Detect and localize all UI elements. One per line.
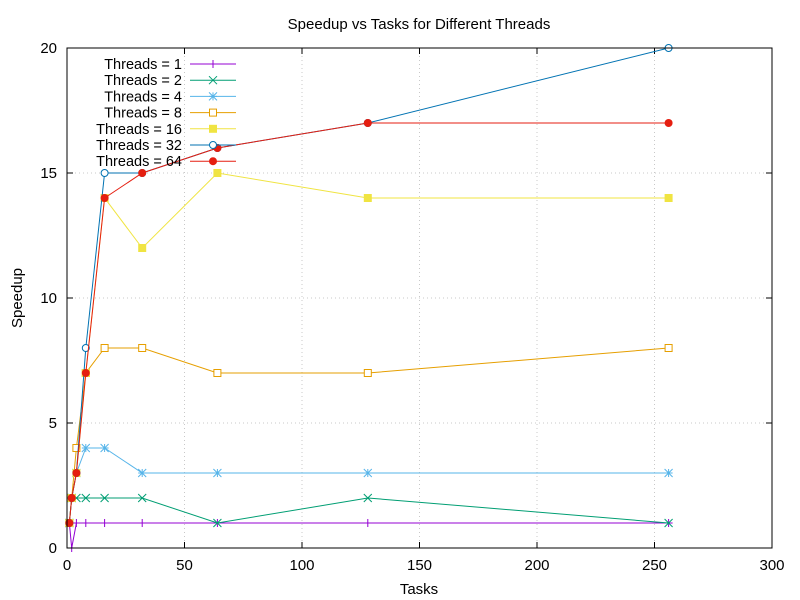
plot-series: [64, 44, 673, 552]
data-point: [363, 493, 373, 503]
data-point: [72, 519, 81, 527]
series-line: [68, 172, 669, 524]
legend-entry-3: Threads = 4: [104, 89, 236, 105]
axis-ticks: 0 50 100 150 200 250 300 0 5 10 15 20: [40, 40, 784, 574]
legend-label: Threads = 4: [104, 89, 182, 105]
series-1: [65, 519, 673, 552]
data-point: [363, 468, 373, 478]
data-point: [100, 344, 109, 352]
x-tick-label: 200: [524, 557, 549, 574]
legend-entry-7: Threads = 64: [96, 154, 236, 170]
data-point: [363, 119, 372, 127]
data-point: [100, 169, 109, 177]
data-point: [100, 493, 109, 503]
x-axis-label: Tasks: [400, 581, 438, 598]
legend-entry-2: Threads = 2: [104, 73, 236, 89]
series-line: [68, 522, 669, 549]
data-point: [664, 119, 673, 127]
data-point: [72, 444, 81, 452]
legend-label: Threads = 64: [96, 154, 182, 170]
legend-marker: [208, 75, 218, 85]
y-tick-label: 0: [49, 540, 57, 557]
data-point: [664, 344, 673, 352]
series-line: [68, 447, 669, 524]
data-point: [213, 169, 222, 177]
y-tick-label: 20: [40, 40, 57, 57]
series-3: [64, 443, 673, 528]
legend-entry-6: Threads = 32: [96, 138, 236, 154]
data-point: [81, 369, 90, 377]
data-point: [138, 169, 147, 177]
y-tick-label: 15: [40, 165, 57, 182]
legend-marker: [209, 108, 217, 117]
chart-title: Speedup vs Tasks for Different Threads: [288, 16, 551, 33]
legend-marker: [209, 141, 217, 149]
plot-frame: [66, 47, 773, 549]
data-point: [72, 469, 81, 477]
data-point: [664, 518, 673, 528]
data-point: [100, 519, 109, 527]
data-point: [67, 494, 76, 502]
x-tick-label: 300: [759, 557, 784, 574]
legend-entry-1: Threads = 1: [104, 57, 236, 73]
data-point: [81, 493, 91, 503]
data-point: [100, 443, 109, 453]
data-point: [100, 194, 109, 202]
grid: [67, 48, 772, 548]
legend-label: Threads = 1: [104, 57, 182, 73]
y-axis-label: Speedup: [9, 268, 26, 328]
data-point: [137, 493, 147, 503]
x-tick-label: 50: [176, 557, 193, 574]
legend-label: Threads = 32: [96, 138, 182, 154]
data-point: [213, 369, 222, 377]
data-point: [213, 468, 222, 478]
series-2: [64, 493, 673, 528]
data-point: [137, 468, 147, 478]
series-line: [68, 122, 669, 524]
legend-label: Threads = 16: [96, 122, 182, 138]
data-point: [363, 194, 372, 202]
data-point: [664, 468, 673, 478]
y-tick-label: 5: [49, 415, 57, 432]
x-tick-label: 150: [407, 557, 432, 574]
legend-entry-5: Threads = 16: [96, 122, 236, 138]
legend-entry-4: Threads = 8: [104, 106, 236, 122]
y-tick-label: 10: [40, 290, 57, 307]
legend-marker: [209, 124, 217, 133]
series-line: [68, 497, 669, 524]
data-point: [138, 519, 147, 527]
data-point: [363, 369, 372, 377]
x-tick-label: 0: [63, 557, 71, 574]
legend-marker: [209, 60, 217, 68]
data-point: [363, 519, 372, 527]
legend-label: Threads = 2: [104, 73, 182, 89]
series-7: [65, 119, 673, 527]
data-point: [138, 244, 147, 252]
legend-label: Threads = 8: [104, 106, 182, 122]
legend-marker: [209, 157, 217, 166]
data-point: [664, 194, 673, 202]
x-tick-label: 250: [642, 557, 667, 574]
legend-marker: [208, 92, 218, 101]
data-point: [81, 519, 90, 527]
x-tick-label: 100: [289, 557, 314, 574]
data-point: [138, 344, 147, 352]
data-point: [81, 443, 91, 453]
data-point: [81, 344, 90, 352]
data-point: [213, 518, 222, 528]
